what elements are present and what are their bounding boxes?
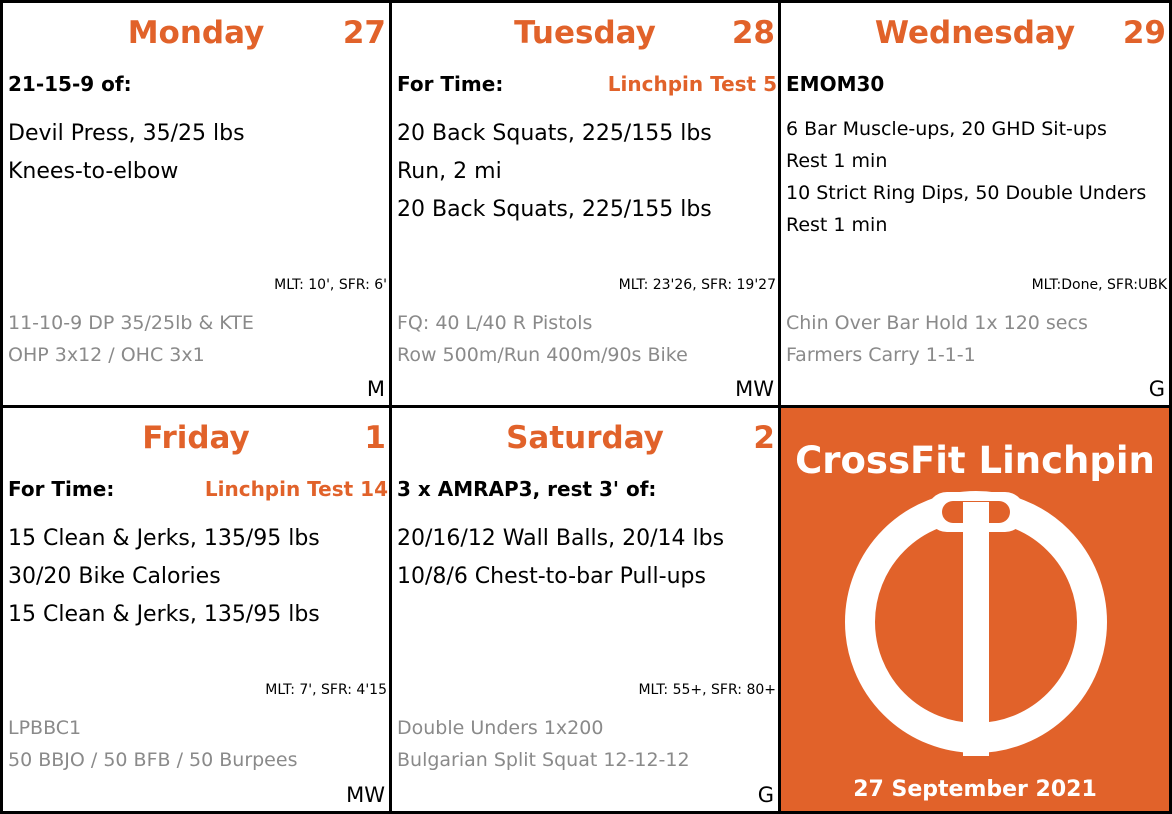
accessory-item: OHP 3x12 / OHC 3x1 (8, 344, 205, 366)
movement: Rest 1 min (786, 214, 888, 236)
day-name: Friday (142, 420, 250, 456)
coach-initials: M (366, 377, 385, 401)
workout-tag: Linchpin Test 5 (607, 72, 777, 96)
workout-type: For Time: (397, 72, 504, 96)
workout-tag: Linchpin Test 14 (204, 477, 388, 501)
coach-initials: MW (735, 377, 774, 401)
workout-type: For Time: (8, 477, 115, 501)
day-number: 29 (1122, 15, 1166, 51)
day-number: 28 (731, 15, 775, 51)
day-header: Saturday 2 (392, 416, 778, 460)
accessory-item: 50 BBJO / 50 BFB / 50 Burpees (8, 749, 298, 771)
accessory-item: Chin Over Bar Hold 1x 120 secs (786, 312, 1088, 334)
scores: MLT:Done, SFR:UBK (1031, 277, 1167, 293)
brand-name: CrossFit Linchpin (795, 439, 1155, 482)
day-header: Friday 1 (3, 416, 389, 460)
movement-list: Devil Press, 35/25 lbs Knees-to-elbow (8, 115, 385, 191)
day-name: Monday (127, 15, 265, 51)
accessory-item: Double Unders 1x200 (397, 717, 604, 739)
movement: 20 Back Squats, 225/155 lbs (397, 121, 712, 146)
movement: Knees-to-elbow (8, 159, 179, 184)
day-number: 1 (364, 420, 386, 456)
day-card-wednesday: Wednesday 29 EMOM30 6 Bar Muscle-ups, 20… (778, 0, 1172, 408)
week-date: 27 September 2021 (853, 777, 1097, 802)
movement: 30/20 Bike Calories (8, 564, 221, 589)
day-name: Wednesday (874, 15, 1076, 51)
day-name: Saturday (506, 420, 664, 456)
day-number: 2 (753, 420, 775, 456)
workout-type: 21-15-9 of: (8, 72, 132, 96)
workout-type: EMOM30 (786, 72, 885, 96)
accessory-list: 11-10-9 DP 35/25lb & KTE OHP 3x12 / OHC … (8, 307, 385, 371)
accessory-item: 11-10-9 DP 35/25lb & KTE (8, 312, 254, 334)
day-name: Tuesday (514, 15, 656, 51)
movement: 6 Bar Muscle-ups, 20 GHD Sit-ups (786, 118, 1107, 140)
movement: Devil Press, 35/25 lbs (8, 121, 245, 146)
accessory-list: FQ: 40 L/40 R Pistols Row 500m/Run 400m/… (397, 307, 774, 371)
movement: 10/8/6 Chest-to-bar Pull-ups (397, 564, 706, 589)
movement-list: 15 Clean & Jerks, 135/95 lbs 30/20 Bike … (8, 520, 385, 634)
day-header: Wednesday 29 (781, 11, 1169, 55)
coach-initials: G (757, 783, 774, 807)
accessory-item: Farmers Carry 1-1-1 (786, 344, 976, 366)
accessory-list: Chin Over Bar Hold 1x 120 secs Farmers C… (786, 307, 1165, 371)
movement: 20/16/12 Wall Balls, 20/14 lbs (397, 526, 725, 551)
accessory-item: Bulgarian Split Squat 12-12-12 (397, 749, 690, 771)
movement: 15 Clean & Jerks, 135/95 lbs (8, 526, 320, 551)
day-card-monday: Monday 27 21-15-9 of: Devil Press, 35/25… (0, 0, 392, 408)
accessory-item: LPBBC1 (8, 717, 82, 739)
movement-list: 20 Back Squats, 225/155 lbs Run, 2 mi 20… (397, 115, 774, 229)
day-number: 27 (342, 15, 386, 51)
coach-initials: MW (346, 783, 385, 807)
day-header: Monday 27 (3, 11, 389, 55)
coach-initials: G (1148, 377, 1165, 401)
movement: 15 Clean & Jerks, 135/95 lbs (8, 602, 320, 627)
accessory-item: Row 500m/Run 400m/90s Bike (397, 344, 688, 366)
movement: Rest 1 min (786, 150, 888, 172)
linchpin-logo-icon (845, 491, 1107, 756)
day-header: Tuesday 28 (392, 11, 778, 55)
movement: 20 Back Squats, 225/155 lbs (397, 197, 712, 222)
accessory-list: LPBBC1 50 BBJO / 50 BFB / 50 Burpees (8, 712, 385, 776)
day-card-saturday: Saturday 2 3 x AMRAP3, rest 3' of: 20/16… (389, 405, 781, 814)
movement: Run, 2 mi (397, 159, 502, 184)
movement-list: 20/16/12 Wall Balls, 20/14 lbs 10/8/6 Ch… (397, 520, 774, 596)
accessory-list: Double Unders 1x200 Bulgarian Split Squa… (397, 712, 774, 776)
workout-type: 3 x AMRAP3, rest 3' of: (397, 477, 657, 501)
movement-list: 6 Bar Muscle-ups, 20 GHD Sit-ups Rest 1 … (786, 113, 1165, 241)
movement: 10 Strict Ring Dips, 50 Double Unders (786, 182, 1147, 204)
day-card-tuesday: Tuesday 28 For Time: Linchpin Test 5 20 … (389, 0, 781, 408)
day-card-friday: Friday 1 For Time: Linchpin Test 14 15 C… (0, 405, 392, 814)
scores: MLT: 23'26, SFR: 19'27 (618, 277, 776, 293)
brand-panel: CrossFit Linchpin 27 September 2021 (778, 405, 1172, 814)
scores: MLT: 10', SFR: 6' (274, 277, 387, 293)
scores: MLT: 7', SFR: 4'15 (265, 682, 387, 698)
accessory-item: FQ: 40 L/40 R Pistols (397, 312, 593, 334)
scores: MLT: 55+, SFR: 80+ (638, 682, 776, 698)
